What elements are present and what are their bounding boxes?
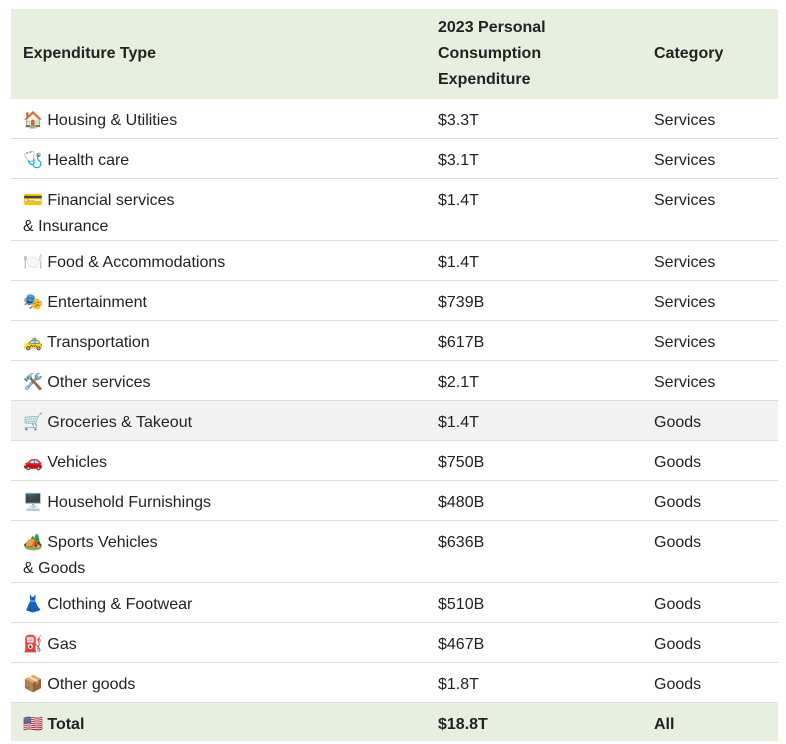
table-cell: Goods (642, 440, 778, 481)
table-cell: $510B (426, 582, 642, 623)
total-cell: 🇺🇸 Total (11, 702, 426, 741)
table-cell: Goods (642, 662, 778, 703)
table-cell: 💳 Financial services & Insurance (11, 178, 426, 241)
expenditure-table: Expenditure Type 2023 Personal Consumptio… (11, 9, 778, 741)
table-cell: ⛽ Gas (11, 622, 426, 663)
table-row: 💳 Financial services & Insurance $1.4T Ser… (11, 178, 778, 241)
table-cell: 🚗 Vehicles (11, 440, 426, 481)
table-cell: $480B (426, 480, 642, 521)
table-cell: Goods (642, 480, 778, 521)
table-cell: Goods (642, 582, 778, 623)
table-cell: $3.1T (426, 138, 642, 179)
table-cell: $2.1T (426, 360, 642, 401)
table-cell: 🛠️ Other services (11, 360, 426, 401)
table-cell: 🏠 Housing & Utilities (11, 99, 426, 139)
table-body: 🏠 Housing & Utilities $3.3T Services 🩺 Heal… (11, 99, 778, 741)
column-header: Category (642, 9, 778, 99)
total-cell: All (642, 702, 778, 741)
table-cell: $636B (426, 520, 642, 583)
table-cell: $1.4T (426, 400, 642, 441)
table-cell: Services (642, 240, 778, 281)
table-cell: $467B (426, 622, 642, 663)
table-row: 🏠 Housing & Utilities $3.3T Services (11, 99, 778, 139)
table-cell: $750B (426, 440, 642, 481)
table-cell: Services (642, 99, 778, 139)
table-cell: Goods (642, 622, 778, 663)
table-cell: Services (642, 138, 778, 179)
table-row: 🍽️ Food & Accommodations $1.4T Services (11, 240, 778, 281)
table-cell: 🚕 Transportation (11, 320, 426, 361)
table-cell: Services (642, 320, 778, 361)
table-cell: Services (642, 178, 778, 241)
table-row: 👗 Clothing & Footwear $510B Goods (11, 582, 778, 623)
table-row: ⛽ Gas $467B Goods (11, 622, 778, 663)
table-cell: 🖥️ Household Furnishings (11, 480, 426, 521)
table-cell: Goods (642, 520, 778, 583)
table-row: 🚕 Transportation $617B Services (11, 320, 778, 361)
column-header: Expenditure Type (11, 9, 426, 99)
table-cell: $3.3T (426, 99, 642, 139)
table-row: 🩺 Health care $3.1T Services (11, 138, 778, 179)
table-row: 🚗 Vehicles $750B Goods (11, 440, 778, 481)
table-cell: Goods (642, 400, 778, 441)
table-row: 🖥️ Household Furnishings $480B Goods (11, 480, 778, 521)
table-cell: $1.4T (426, 178, 642, 241)
table-cell: $1.4T (426, 240, 642, 281)
table-cell: $1.8T (426, 662, 642, 703)
table-cell: $739B (426, 280, 642, 321)
table-cell: Services (642, 280, 778, 321)
table-row: 🏕️ Sports Vehicles & Goods $636B Goods (11, 520, 778, 583)
header-row: Expenditure Type 2023 Personal Consumptio… (11, 9, 778, 99)
column-header: 2023 Personal Consumption Expenditure (426, 9, 642, 99)
table-row: 🛒 Groceries & Takeout $1.4T Goods (11, 400, 778, 441)
table-row: 🛠️ Other services $2.1T Services (11, 360, 778, 401)
table-cell: 🩺 Health care (11, 138, 426, 179)
table-row: 🎭 Entertainment $739B Services (11, 280, 778, 321)
table-cell: 🏕️ Sports Vehicles & Goods (11, 520, 426, 583)
table-row: 📦 Other goods $1.8T Goods (11, 662, 778, 703)
table-cell: 📦 Other goods (11, 662, 426, 703)
table-cell: 🛒 Groceries & Takeout (11, 400, 426, 441)
total-row: 🇺🇸 Total $18.8T All (11, 702, 778, 741)
total-cell: $18.8T (426, 702, 642, 741)
table-cell: 🍽️ Food & Accommodations (11, 240, 426, 281)
table-cell: 👗 Clothing & Footwear (11, 582, 426, 623)
table-cell: Services (642, 360, 778, 401)
table-cell: 🎭 Entertainment (11, 280, 426, 321)
table-header: Expenditure Type 2023 Personal Consumptio… (11, 9, 778, 99)
table-cell: $617B (426, 320, 642, 361)
